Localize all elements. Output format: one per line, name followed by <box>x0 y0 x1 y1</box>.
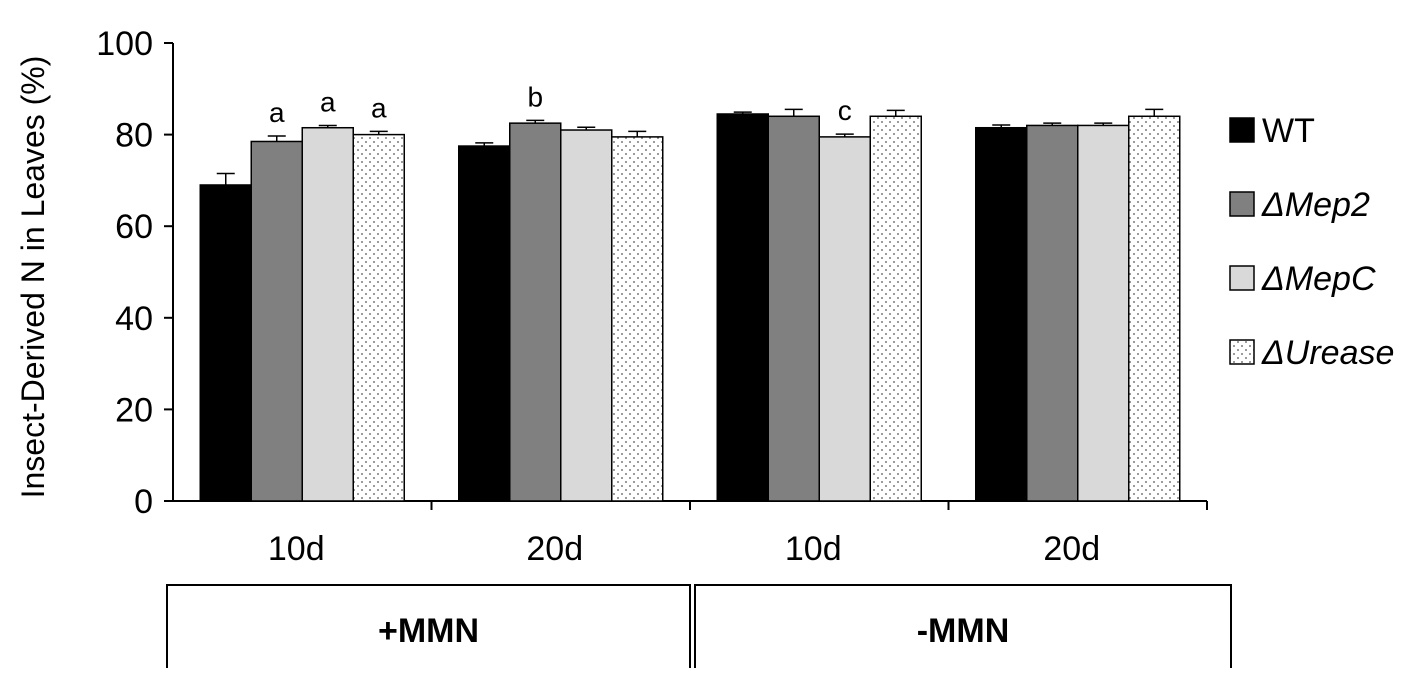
bar <box>818 136 871 502</box>
x-tick-label: 10d <box>268 530 325 568</box>
y-tick-label: 100 <box>96 25 153 63</box>
y-tick-label: 40 <box>115 300 153 338</box>
bar <box>509 122 562 502</box>
bar <box>1026 124 1079 502</box>
y-tick-label: 60 <box>115 208 153 246</box>
significance-label: a <box>320 86 336 117</box>
legend-swatch <box>1229 117 1255 143</box>
y-tick-label: 0 <box>134 483 153 521</box>
group-label: -MMN <box>917 612 1010 650</box>
group-label: +MMN <box>378 612 479 650</box>
x-tick-label: 20d <box>526 530 583 568</box>
bar <box>560 129 613 502</box>
legend-label: ΔMepC <box>1261 260 1376 298</box>
bar <box>975 126 1028 502</box>
significance-label: a <box>269 97 285 128</box>
bar <box>1128 115 1181 502</box>
bar <box>199 184 252 502</box>
legend-label: ΔUrease <box>1261 334 1394 372</box>
y-tick-label: 80 <box>115 117 153 155</box>
y-axis-label: Insect-Derived N in Leaves (%) <box>15 56 51 499</box>
bar <box>767 115 820 502</box>
x-tick-label: 10d <box>785 530 842 568</box>
bar <box>1077 124 1130 502</box>
legend-swatch <box>1229 265 1255 291</box>
bar <box>458 145 511 502</box>
legend-swatch <box>1229 191 1255 217</box>
legend-swatch <box>1229 339 1255 365</box>
x-tick-label: 20d <box>1043 530 1100 568</box>
bar <box>611 136 664 502</box>
significance-label: a <box>371 92 387 123</box>
legend-label: WT <box>1262 112 1315 150</box>
legend-label: ΔMep2 <box>1261 186 1370 224</box>
bar <box>352 133 405 502</box>
significance-label: b <box>527 81 543 112</box>
significance-label: c <box>838 95 852 126</box>
bar <box>716 113 769 502</box>
bar <box>250 140 303 502</box>
bar <box>301 126 354 502</box>
y-tick-label: 20 <box>115 391 153 429</box>
bar <box>869 115 922 502</box>
